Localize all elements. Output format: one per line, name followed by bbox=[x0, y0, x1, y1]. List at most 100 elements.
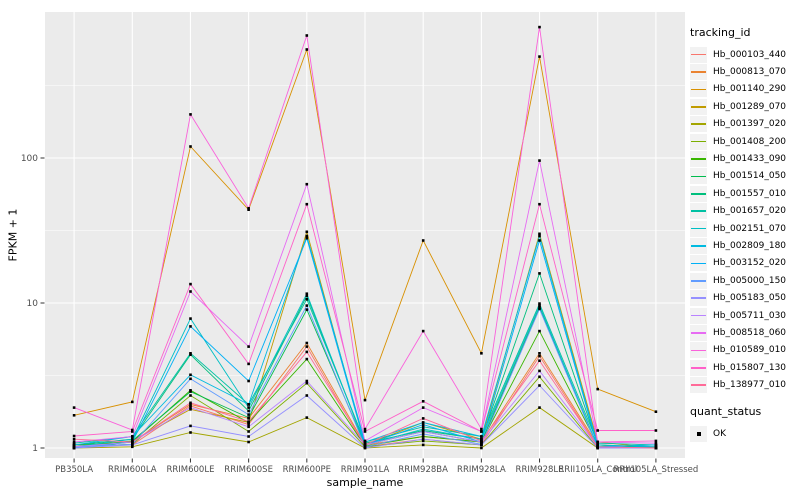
data-point bbox=[247, 345, 250, 348]
data-point bbox=[189, 390, 192, 393]
data-point bbox=[247, 430, 250, 433]
legend-key-line bbox=[691, 314, 706, 317]
legend-key-line bbox=[691, 384, 706, 386]
data-point bbox=[480, 430, 483, 433]
data-point bbox=[363, 443, 367, 447]
x-axis-title: sample_name bbox=[326, 476, 404, 489]
data-point bbox=[654, 410, 658, 413]
legend-key-swatch bbox=[690, 359, 707, 376]
data-point bbox=[363, 427, 367, 431]
legend: tracking_id Hb_000103_440 Hb_000813_070 Hb… bbox=[690, 26, 800, 442]
legend-item-label: Hb_005711_030 bbox=[713, 310, 787, 321]
data-point bbox=[596, 443, 599, 447]
legend-key-swatch bbox=[690, 290, 707, 307]
legend-key-line bbox=[691, 227, 706, 230]
x-tick-label: RRIM600PE bbox=[283, 465, 331, 475]
data-point bbox=[421, 423, 425, 426]
data-point bbox=[131, 428, 134, 432]
data-point bbox=[421, 439, 425, 443]
legend-item: Hb_001433_090 bbox=[690, 150, 800, 168]
data-point bbox=[131, 435, 134, 438]
legend-item-label: Hb_138977_010 bbox=[713, 380, 787, 391]
data-point bbox=[189, 353, 192, 356]
data-point bbox=[189, 401, 192, 405]
data-point bbox=[305, 357, 309, 361]
data-point bbox=[480, 437, 483, 441]
legend-item: Hb_001514_050 bbox=[690, 168, 800, 185]
legend-item-label: Hb_015807_130 bbox=[713, 362, 787, 373]
legend-item: Hb_001289_070 bbox=[690, 98, 800, 115]
data-point bbox=[72, 440, 76, 444]
legend-key-line bbox=[691, 123, 706, 126]
data-point bbox=[421, 417, 425, 420]
data-point bbox=[421, 430, 425, 433]
legend-key-line bbox=[691, 193, 706, 195]
data-point bbox=[305, 230, 309, 234]
data-point bbox=[596, 429, 599, 432]
data-point bbox=[189, 394, 192, 397]
data-point bbox=[189, 317, 192, 320]
data-point bbox=[131, 430, 134, 433]
legend-item: Hb_001140_290 bbox=[690, 81, 800, 98]
legend-item-label: Hb_010589_010 bbox=[713, 345, 787, 356]
legend-key-swatch bbox=[690, 203, 707, 220]
legend-key-swatch bbox=[690, 342, 707, 359]
data-point bbox=[538, 159, 541, 162]
data-point bbox=[247, 416, 250, 419]
data-point bbox=[305, 298, 309, 301]
x-tick-label: RRIM600LE bbox=[166, 465, 214, 475]
data-point bbox=[305, 34, 309, 37]
data-point bbox=[247, 208, 250, 211]
legend-item: Hb_002809_180 bbox=[690, 237, 800, 254]
data-point bbox=[72, 443, 76, 447]
data-point bbox=[538, 272, 541, 275]
legend-item: Hb_001557_010 bbox=[690, 185, 800, 202]
legend-key-line bbox=[691, 297, 706, 299]
legend-key-swatch bbox=[690, 425, 707, 442]
data-point bbox=[305, 236, 309, 240]
legend-key-line bbox=[691, 140, 706, 143]
data-point bbox=[305, 350, 309, 354]
data-point bbox=[421, 400, 425, 403]
data-point bbox=[305, 292, 309, 295]
legend-key-swatch bbox=[690, 46, 707, 63]
data-point bbox=[421, 421, 425, 424]
data-point bbox=[654, 446, 658, 450]
data-point bbox=[421, 427, 425, 431]
data-point bbox=[247, 423, 250, 426]
legend-key-line bbox=[691, 245, 706, 247]
data-point bbox=[305, 182, 309, 186]
data-point bbox=[131, 400, 134, 404]
legend-item: Hb_138977_010 bbox=[690, 376, 800, 394]
data-point bbox=[538, 306, 541, 309]
y-tick-label: 10 bbox=[27, 299, 39, 309]
legend-key-swatch bbox=[690, 81, 707, 98]
data-point bbox=[305, 234, 309, 238]
data-point bbox=[247, 207, 250, 210]
data-point bbox=[363, 430, 367, 433]
data-point bbox=[72, 434, 76, 438]
data-point bbox=[480, 435, 483, 438]
data-point bbox=[538, 25, 541, 29]
data-point bbox=[247, 440, 250, 444]
legend-item-label: Hb_001408_200 bbox=[713, 136, 787, 147]
legend-item: Hb_008518_060 bbox=[690, 324, 800, 341]
x-tick-label: RRII105LA_Control bbox=[558, 465, 637, 475]
data-point bbox=[538, 55, 541, 58]
data-point bbox=[189, 403, 192, 406]
x-tick-label: RRIM600SE bbox=[224, 465, 273, 475]
legend-item-label: Hb_008518_060 bbox=[713, 327, 787, 338]
data-point bbox=[131, 443, 134, 447]
data-point bbox=[305, 381, 309, 385]
data-point bbox=[421, 432, 425, 436]
data-point bbox=[305, 48, 309, 51]
legend-item-label: Hb_005000_150 bbox=[713, 275, 787, 286]
legend-key-swatch bbox=[690, 151, 707, 168]
data-point bbox=[480, 352, 483, 355]
data-point bbox=[247, 435, 250, 438]
legend-item: Hb_000103_440 bbox=[690, 46, 800, 63]
data-point bbox=[538, 202, 541, 206]
legend-key-swatch bbox=[690, 168, 707, 185]
data-point bbox=[538, 375, 541, 379]
